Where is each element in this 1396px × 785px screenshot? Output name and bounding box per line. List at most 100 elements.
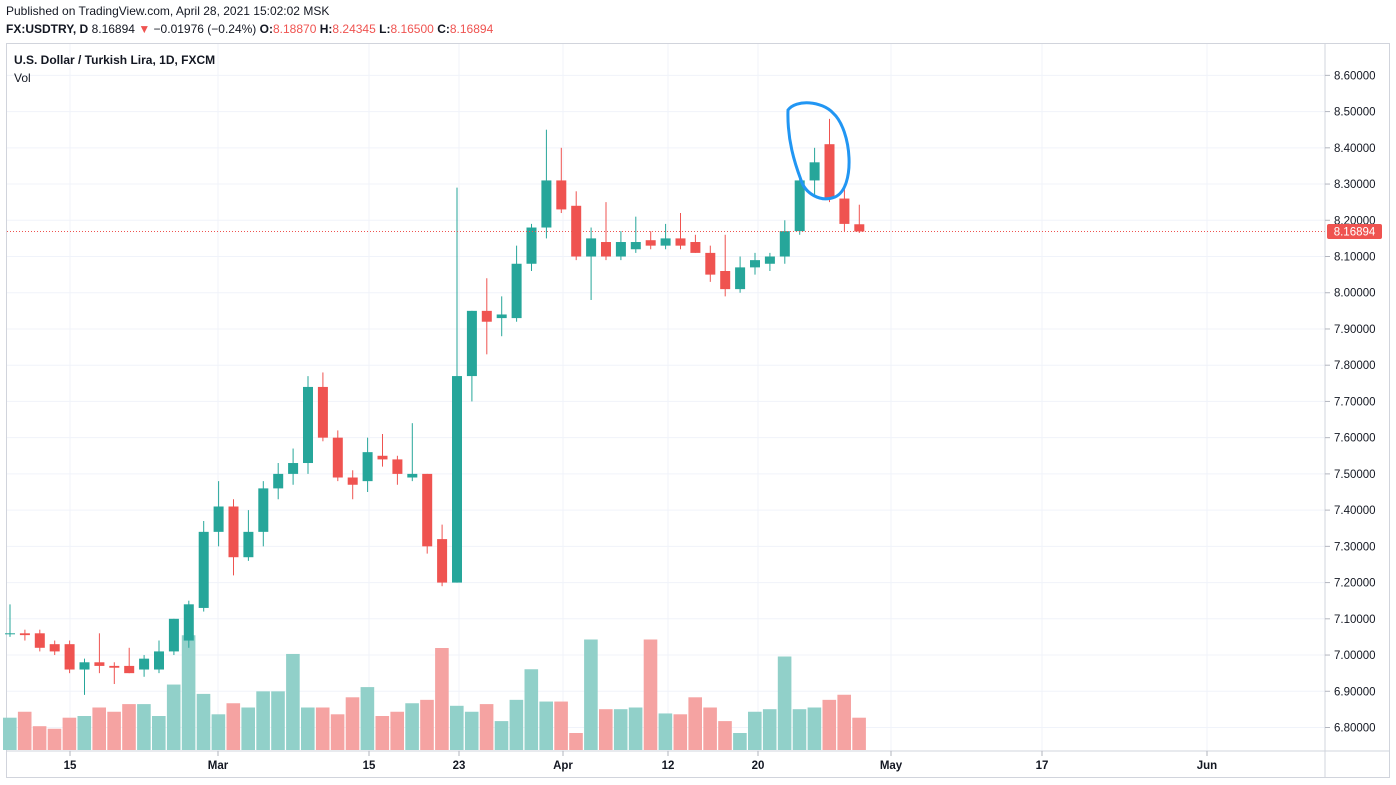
volume-bar [718, 721, 732, 750]
chart-legend-title: U.S. Dollar / Turkish Lira, 1D, FXCM [14, 53, 216, 67]
candle-body [735, 267, 746, 290]
low-label: L: [379, 22, 391, 36]
volume-bar [286, 653, 300, 750]
price-tag-text: 8.16894 [1334, 227, 1376, 239]
candles [5, 118, 865, 695]
volume-bar [807, 707, 822, 750]
candle-body [258, 488, 269, 532]
volume-bar [450, 705, 464, 750]
volume-bar [584, 639, 598, 750]
y-tick-label: 8.10000 [1334, 252, 1376, 264]
candle-body [5, 633, 15, 635]
volume-bar [271, 691, 285, 750]
candle-body [303, 386, 313, 464]
y-tick-label: 7.40000 [1334, 505, 1376, 517]
volume-bar [420, 699, 434, 750]
volume-bar [762, 709, 777, 750]
candle-body [362, 452, 373, 482]
y-tick-label: 7.80000 [1334, 360, 1376, 372]
volume-bar [688, 697, 702, 750]
volume-bar [658, 713, 673, 750]
y-tick-label: 8.30000 [1334, 179, 1376, 191]
y-tick-label: 7.20000 [1334, 578, 1376, 590]
volume-bar [748, 711, 762, 750]
candle-body [213, 506, 224, 532]
change-value: −0.01976 (−0.24%) [153, 22, 257, 36]
volume-bar [524, 669, 539, 750]
volume-bar [330, 714, 345, 750]
volume-bar [554, 701, 568, 750]
price-axis: 8.600008.500008.400008.300008.200008.100… [1325, 70, 1376, 735]
volume-bar [166, 684, 181, 750]
candle-body [720, 271, 731, 290]
candle-body [556, 180, 567, 210]
candle-body [630, 242, 641, 250]
candle-body [273, 473, 284, 489]
candle-body [49, 644, 60, 652]
candle-body [198, 531, 209, 608]
volume-bar [122, 704, 136, 750]
candle-body [511, 263, 522, 319]
volume-bar [613, 709, 628, 750]
candle-body [317, 386, 328, 438]
candle-body [168, 618, 179, 652]
candle-body [809, 162, 820, 181]
candle-body [332, 437, 343, 478]
candle-body [139, 658, 150, 670]
volume-legend: Vol [14, 71, 31, 85]
high-label: H: [319, 22, 333, 36]
volume-bar [152, 716, 166, 750]
candle-body [288, 463, 299, 474]
annotation-circle[interactable] [786, 101, 851, 201]
candle-body [94, 662, 105, 666]
last-price: 8.16894 [91, 22, 135, 36]
candle-body [228, 506, 239, 558]
candle-body [109, 665, 120, 668]
volume-bar [435, 648, 449, 750]
volume-bar [703, 707, 717, 750]
candle-body [824, 144, 835, 199]
candle-body [705, 252, 716, 275]
volume-bar [599, 709, 613, 750]
y-tick-label: 7.60000 [1334, 433, 1376, 445]
volume-bar [345, 697, 360, 750]
candle-body [377, 455, 388, 460]
y-tick-label: 7.00000 [1334, 650, 1376, 662]
x-tick-label: Mar [208, 760, 229, 772]
volume-bar [733, 733, 747, 750]
volume-bar [32, 726, 47, 750]
volume-bar [375, 716, 390, 750]
y-tick-label: 7.10000 [1334, 614, 1376, 626]
x-tick-label: Apr [553, 760, 573, 772]
candle-body [675, 238, 686, 246]
volume-bar [226, 703, 241, 750]
volume-bar [92, 707, 106, 750]
candle-body [64, 644, 75, 670]
candle-body [422, 473, 433, 547]
close-value: 8.16894 [449, 22, 494, 36]
volume-bar [643, 639, 658, 750]
candle-body [183, 604, 194, 641]
volume-bar [837, 694, 851, 750]
close-label: C: [437, 22, 450, 36]
y-tick-label: 8.40000 [1334, 143, 1376, 155]
volume-bar [673, 714, 688, 750]
candle-body [571, 205, 582, 257]
candle-body [392, 459, 403, 474]
volume-bar [494, 721, 509, 750]
volume-bar [464, 711, 479, 750]
candle-body [854, 224, 865, 232]
candle-body [615, 242, 626, 257]
volume-bar [569, 733, 583, 750]
y-tick-label: 7.70000 [1334, 396, 1376, 408]
y-tick-label: 7.90000 [1334, 324, 1376, 336]
x-tick-label: May [880, 760, 903, 772]
candle-body [839, 198, 850, 224]
price-tag: 8.16894 [1327, 224, 1382, 240]
volume-bar [17, 711, 32, 750]
y-tick-label: 7.50000 [1334, 469, 1376, 481]
volume-bar [137, 704, 151, 750]
candle-body [541, 180, 552, 228]
candle-body [452, 376, 462, 583]
